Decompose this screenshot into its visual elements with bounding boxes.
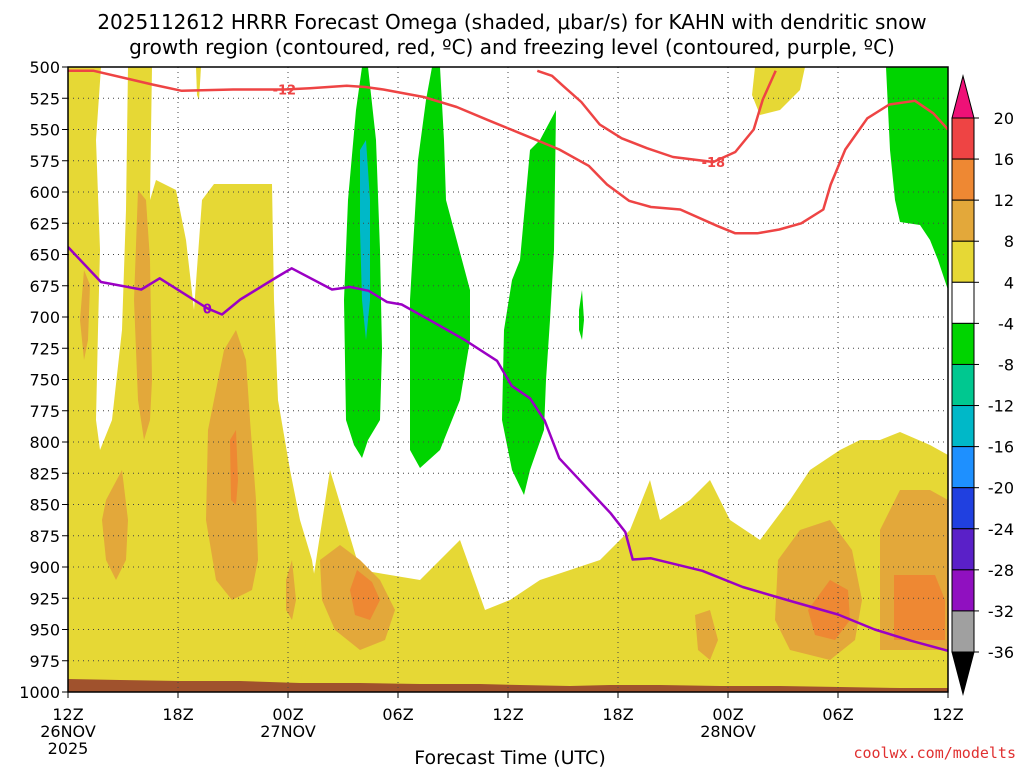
x-tick-label: 12Z	[932, 705, 963, 724]
omega-region	[752, 67, 805, 115]
omega-region	[80, 270, 90, 360]
x-tick-label: 00Z	[272, 705, 303, 724]
chart-title-line-2: growth region (contoured, red, ºC) and f…	[129, 35, 895, 59]
y-tick-label: 900	[29, 558, 60, 577]
colorbar-label: -36	[988, 643, 1014, 662]
x-tick-year: 2025	[48, 739, 89, 758]
terrain-mask	[68, 679, 948, 692]
y-tick-label: 750	[29, 371, 60, 390]
colorbar-label: 8	[1004, 232, 1014, 251]
omega-region	[102, 470, 128, 580]
colorbar-bin	[951, 117, 975, 160]
contour-line	[68, 246, 948, 653]
y-tick-label: 550	[29, 121, 60, 140]
colorbar-bin	[951, 363, 975, 407]
y-tick-label: 775	[29, 402, 60, 421]
y-axis: 500 525 550 575 600 625 650 675 700 725 750 775 800 8…	[19, 58, 68, 702]
colorbar-label: 12	[994, 191, 1014, 210]
x-tick-date: 26NOV	[40, 722, 96, 741]
x-tick-label: 00Z	[712, 705, 743, 724]
credit-text: coolwx.com/modelts	[853, 744, 1016, 762]
plot-area: -12 -18 0	[68, 67, 948, 692]
y-tick-label: 925	[29, 589, 60, 608]
y-tick-label: 800	[29, 433, 60, 452]
colorbar-label: 16	[994, 150, 1014, 169]
chart-title-line-1: 2025112612 HRRR Forecast Omega (shaded, …	[97, 10, 926, 34]
contour-label: -12	[273, 84, 297, 99]
contours-layer: -12 -18 0	[68, 69, 948, 653]
y-tick-label: 500	[29, 58, 60, 77]
colorbar-over-arrow	[951, 74, 975, 119]
colorbar-bin	[951, 528, 975, 571]
omega-shading-12-16	[230, 430, 945, 640]
terrain	[68, 679, 948, 692]
colorbar-bin	[951, 487, 975, 530]
x-tick-label: 18Z	[602, 705, 633, 724]
y-tick-label: 1000	[19, 683, 60, 702]
colorbar-label: 4	[1004, 273, 1014, 292]
y-tick-label: 975	[29, 652, 60, 671]
colorbar-bin	[951, 281, 975, 324]
x-tick-label: 12Z	[52, 705, 83, 724]
y-tick-label: 700	[29, 308, 60, 327]
omega-region	[350, 570, 380, 620]
colorbar-label: -28	[988, 561, 1014, 580]
y-tick-label: 525	[29, 89, 60, 108]
contour-line	[536, 69, 777, 164]
colorbar-label: -24	[988, 520, 1014, 539]
colorbar-bin	[951, 446, 975, 489]
y-tick-label: 850	[29, 496, 60, 515]
colorbar-label: -32	[988, 602, 1014, 621]
colorbar-bin	[951, 199, 975, 242]
colorbar-label: -20	[988, 479, 1014, 498]
x-tick-label: 18Z	[162, 705, 193, 724]
colorbar-bin	[951, 240, 975, 283]
omega-region	[230, 430, 238, 505]
x-tick-label: 06Z	[822, 705, 853, 724]
colorbar-label: -8	[998, 355, 1014, 374]
x-tick-date: 28NOV	[700, 722, 756, 741]
omega-region	[894, 575, 945, 640]
contour-label: -18	[702, 156, 726, 171]
omega-region	[579, 290, 584, 340]
x-tick-label: 06Z	[382, 705, 413, 724]
colorbar-label: -4	[998, 314, 1014, 333]
colorbar-bin	[951, 610, 975, 653]
colorbar-label: 20	[994, 109, 1014, 128]
omega-region	[410, 67, 470, 468]
omega-region	[502, 110, 556, 495]
omega-region	[695, 610, 718, 660]
colorbar: 20 16 12 8 4 -4 -8 -12 -16 -20 -24 -28 -32 -36	[951, 74, 1014, 696]
y-tick-label: 875	[29, 527, 60, 546]
y-tick-label: 625	[29, 214, 60, 233]
y-tick-label: 725	[29, 339, 60, 358]
omega-shading-neg8-neg4	[344, 67, 948, 495]
y-tick-label: 950	[29, 621, 60, 640]
omega-region	[286, 560, 296, 620]
omega-region	[196, 67, 201, 100]
colorbar-bin	[951, 322, 975, 365]
y-tick-label: 575	[29, 152, 60, 171]
colorbar-label: -16	[988, 438, 1014, 457]
omega-region	[886, 67, 948, 290]
colorbar-bin	[951, 158, 975, 201]
y-tick-label: 825	[29, 464, 60, 483]
omega-region	[808, 580, 850, 640]
x-tick-label: 12Z	[492, 705, 523, 724]
colorbar-bin	[951, 405, 975, 448]
y-tick-label: 675	[29, 277, 60, 296]
y-tick-label: 650	[29, 246, 60, 265]
x-axis-title: Forecast Time (UTC)	[414, 747, 605, 768]
colorbar-bin	[951, 569, 975, 612]
y-tick-label: 600	[29, 183, 60, 202]
contour-label: 0	[203, 302, 212, 317]
colorbar-under-arrow	[951, 651, 975, 696]
omega-region	[134, 190, 152, 440]
contour-line	[68, 69, 948, 235]
x-tick-date: 27NOV	[260, 722, 316, 741]
colorbar-label: -12	[988, 397, 1014, 416]
